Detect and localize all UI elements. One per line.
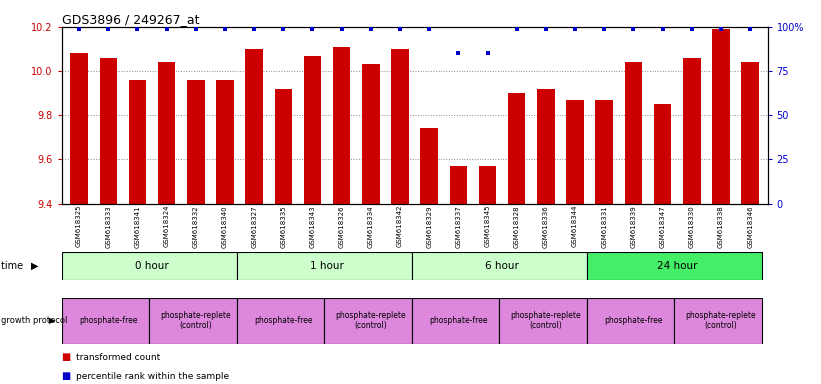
Bar: [333, 47, 351, 204]
Point: [656, 26, 669, 32]
Text: phosphate-replete
(control): phosphate-replete (control): [160, 311, 231, 330]
Bar: [392, 49, 409, 204]
Text: GDS3896 / 249267_at: GDS3896 / 249267_at: [62, 13, 199, 26]
Text: time: time: [1, 261, 26, 271]
Bar: [236, 252, 411, 280]
Bar: [149, 298, 236, 344]
Point: [102, 26, 115, 32]
Text: transformed count: transformed count: [76, 353, 161, 362]
Text: phosphate-free: phosphate-free: [604, 316, 663, 325]
Bar: [566, 100, 584, 204]
Bar: [654, 104, 672, 204]
Point: [744, 26, 757, 32]
Bar: [158, 62, 176, 204]
Bar: [324, 298, 411, 344]
Bar: [420, 128, 438, 204]
Bar: [62, 298, 149, 344]
Point: [452, 50, 465, 56]
Bar: [508, 93, 525, 204]
Point: [160, 26, 173, 32]
Text: percentile rank within the sample: percentile rank within the sample: [76, 372, 230, 381]
Text: ▶: ▶: [31, 261, 39, 271]
Text: phosphate-free: phosphate-free: [79, 316, 137, 325]
Point: [714, 26, 727, 32]
Point: [218, 26, 232, 32]
Bar: [274, 89, 292, 204]
Text: ■: ■: [62, 352, 74, 362]
Text: 24 hour: 24 hour: [657, 261, 697, 271]
Point: [686, 26, 699, 32]
Point: [248, 26, 261, 32]
Bar: [216, 80, 234, 204]
Bar: [625, 62, 642, 204]
Text: phosphate-replete
(control): phosphate-replete (control): [511, 311, 581, 330]
Text: growth protocol: growth protocol: [1, 316, 70, 325]
Bar: [71, 53, 88, 204]
Point: [131, 26, 144, 32]
Bar: [450, 166, 467, 204]
Bar: [712, 29, 730, 204]
Bar: [411, 252, 587, 280]
Bar: [479, 166, 497, 204]
Point: [627, 26, 640, 32]
Point: [481, 50, 494, 56]
Bar: [499, 298, 587, 344]
Bar: [99, 58, 117, 204]
Bar: [587, 252, 762, 280]
Text: phosphate-free: phosphate-free: [429, 316, 488, 325]
Text: ▶: ▶: [49, 316, 56, 325]
Bar: [187, 80, 204, 204]
Point: [423, 26, 436, 32]
Point: [510, 26, 523, 32]
Bar: [411, 298, 499, 344]
Bar: [362, 65, 379, 204]
Point: [72, 26, 85, 32]
Bar: [595, 100, 613, 204]
Point: [365, 26, 378, 32]
Bar: [587, 298, 674, 344]
Bar: [304, 56, 321, 204]
Bar: [245, 49, 263, 204]
Bar: [741, 62, 759, 204]
Point: [335, 26, 348, 32]
Point: [189, 26, 202, 32]
Point: [306, 26, 319, 32]
Text: phosphate-free: phosphate-free: [254, 316, 313, 325]
Point: [393, 26, 406, 32]
Text: phosphate-replete
(control): phosphate-replete (control): [686, 311, 756, 330]
Point: [568, 26, 581, 32]
Bar: [236, 298, 324, 344]
Bar: [683, 58, 700, 204]
Text: phosphate-replete
(control): phosphate-replete (control): [336, 311, 406, 330]
Bar: [537, 89, 555, 204]
Text: 1 hour: 1 hour: [310, 261, 344, 271]
Text: 6 hour: 6 hour: [485, 261, 519, 271]
Bar: [674, 298, 762, 344]
Point: [598, 26, 611, 32]
Point: [539, 26, 553, 32]
Text: 0 hour: 0 hour: [135, 261, 169, 271]
Bar: [129, 80, 146, 204]
Text: ■: ■: [62, 371, 74, 381]
Point: [277, 26, 290, 32]
Bar: [62, 252, 236, 280]
